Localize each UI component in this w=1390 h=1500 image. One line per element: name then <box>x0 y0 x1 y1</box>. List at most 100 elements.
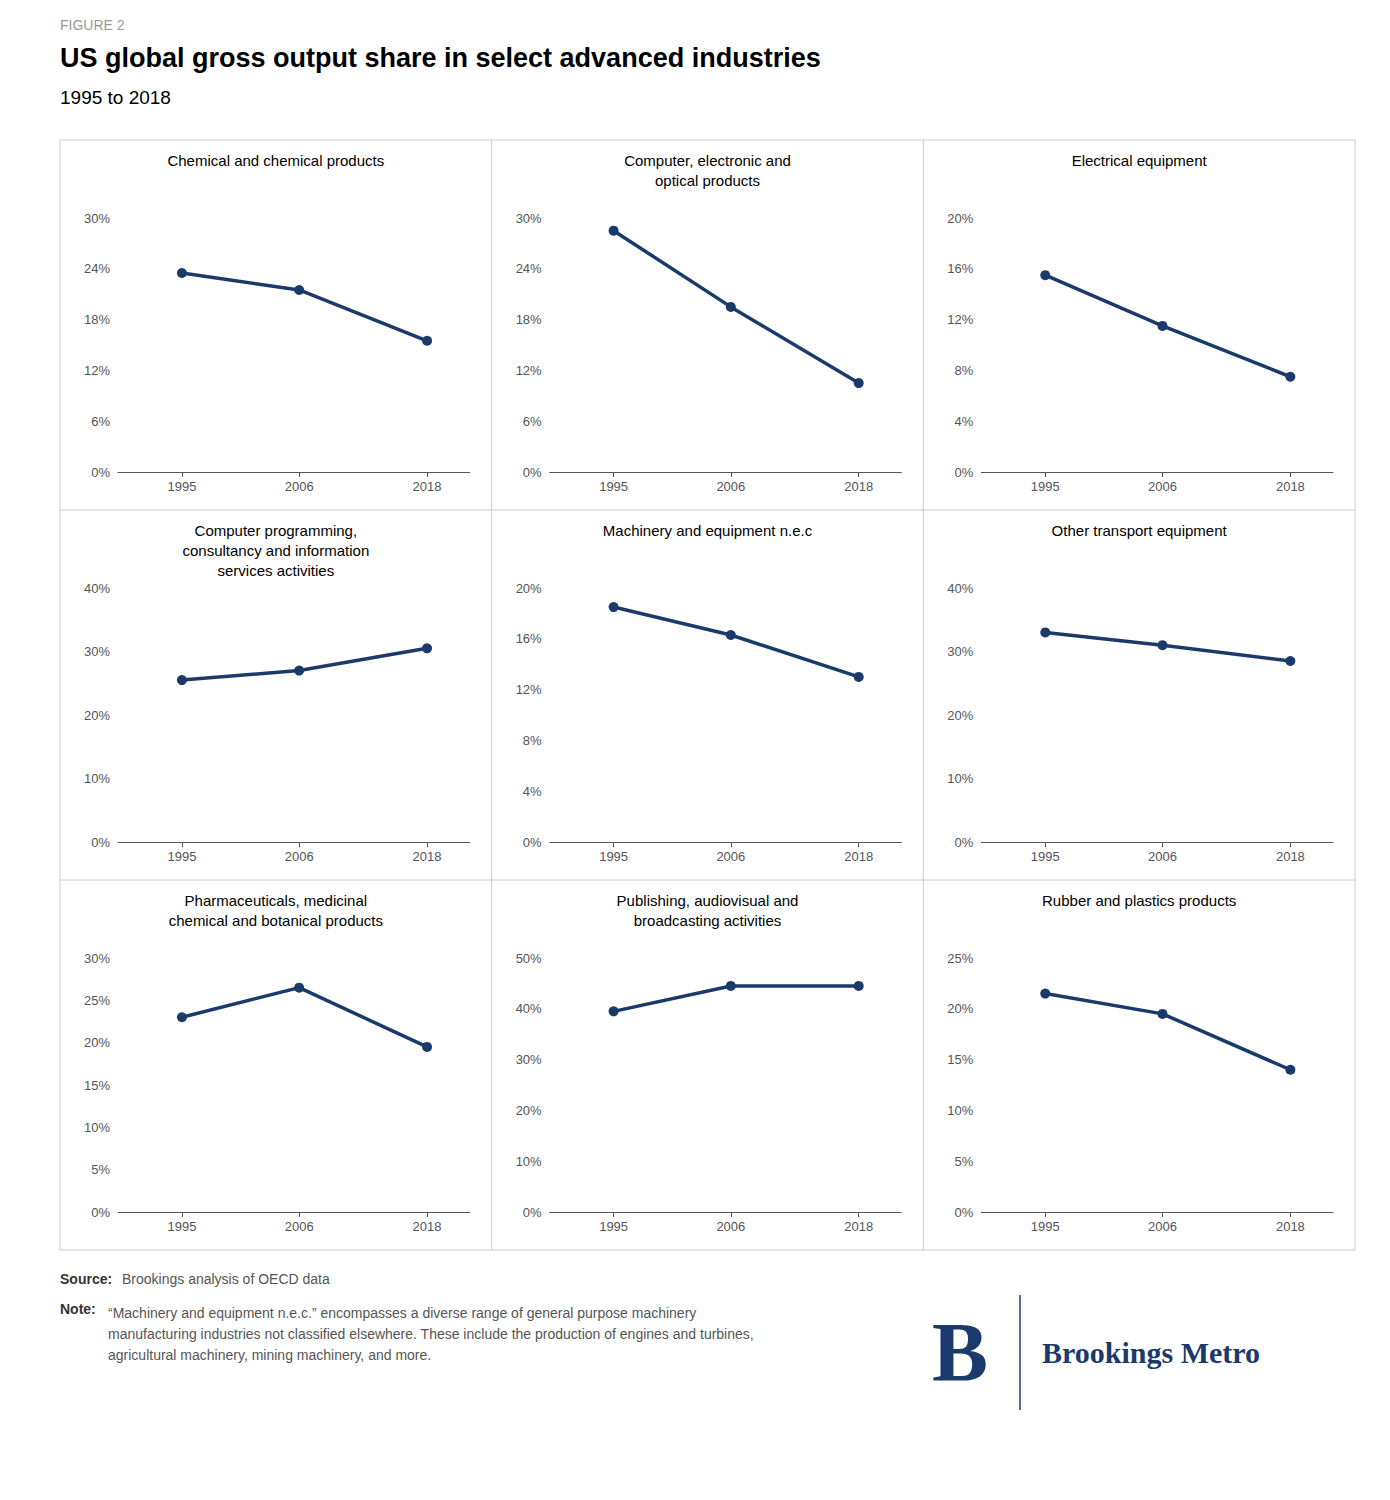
svg-text:2018: 2018 <box>413 479 442 494</box>
svg-text:B: B <box>932 1306 988 1399</box>
svg-text:10%: 10% <box>84 771 110 786</box>
svg-text:0%: 0% <box>91 835 110 850</box>
svg-text:1995: 1995 <box>599 479 628 494</box>
svg-text:1995: 1995 <box>1031 849 1060 864</box>
svg-text:0%: 0% <box>523 835 542 850</box>
svg-text:24%: 24% <box>84 261 110 276</box>
svg-text:20%: 20% <box>84 1035 110 1050</box>
svg-text:0%: 0% <box>955 465 974 480</box>
svg-text:40%: 40% <box>947 581 973 596</box>
svg-text:15%: 15% <box>84 1078 110 1093</box>
svg-text:consultancy and information: consultancy and information <box>182 542 369 559</box>
svg-text:18%: 18% <box>516 312 542 327</box>
svg-text:2006: 2006 <box>285 1219 314 1234</box>
svg-text:2006: 2006 <box>285 479 314 494</box>
svg-text:Brookings Metro: Brookings Metro <box>1042 1336 1260 1369</box>
svg-text:agricultural machinery, mining: agricultural machinery, mining machinery… <box>108 1347 431 1363</box>
svg-text:1995: 1995 <box>1031 1219 1060 1234</box>
svg-text:24%: 24% <box>516 261 542 276</box>
svg-text:40%: 40% <box>84 581 110 596</box>
svg-text:Chemical and chemical products: Chemical and chemical products <box>167 152 384 169</box>
svg-text:20%: 20% <box>84 708 110 723</box>
svg-text:2018: 2018 <box>1276 1219 1305 1234</box>
svg-text:Machinery and equipment n.e.c: Machinery and equipment n.e.c <box>603 522 813 539</box>
svg-text:5%: 5% <box>91 1162 110 1177</box>
svg-text:30%: 30% <box>516 1052 542 1067</box>
svg-text:10%: 10% <box>516 1154 542 1169</box>
svg-text:10%: 10% <box>947 1103 973 1118</box>
svg-text:40%: 40% <box>516 1001 542 1016</box>
svg-text:25%: 25% <box>84 993 110 1008</box>
svg-text:30%: 30% <box>947 644 973 659</box>
svg-text:6%: 6% <box>91 414 110 429</box>
svg-text:2006: 2006 <box>1148 479 1177 494</box>
svg-text:Source:: Source: <box>60 1271 112 1287</box>
svg-text:chemical and botanical product: chemical and botanical products <box>169 912 383 929</box>
svg-text:1995: 1995 <box>599 1219 628 1234</box>
svg-text:Publishing, audiovisual and: Publishing, audiovisual and <box>617 892 799 909</box>
svg-text:8%: 8% <box>523 733 542 748</box>
svg-text:8%: 8% <box>955 363 974 378</box>
svg-text:30%: 30% <box>84 211 110 226</box>
svg-text:20%: 20% <box>947 1001 973 1016</box>
svg-text:2018: 2018 <box>844 1219 873 1234</box>
svg-text:4%: 4% <box>955 414 974 429</box>
svg-text:0%: 0% <box>523 465 542 480</box>
svg-text:2006: 2006 <box>1148 849 1177 864</box>
svg-text:25%: 25% <box>947 951 973 966</box>
svg-text:2018: 2018 <box>1276 849 1305 864</box>
svg-text:Computer, electronic and: Computer, electronic and <box>624 152 791 169</box>
svg-text:2018: 2018 <box>844 479 873 494</box>
svg-text:US global gross output share i: US global gross output share in select a… <box>60 43 821 73</box>
svg-text:12%: 12% <box>516 363 542 378</box>
svg-text:16%: 16% <box>947 261 973 276</box>
svg-text:12%: 12% <box>516 682 542 697</box>
svg-text:2018: 2018 <box>413 849 442 864</box>
svg-text:1995 to 2018: 1995 to 2018 <box>60 87 171 108</box>
svg-text:5%: 5% <box>955 1154 974 1169</box>
svg-text:2006: 2006 <box>1148 1219 1177 1234</box>
svg-text:2006: 2006 <box>285 849 314 864</box>
svg-text:manufacturing industries not c: manufacturing industries not classified … <box>108 1326 758 1342</box>
svg-text:“Machinery and equipment n.e.c: “Machinery and equipment n.e.c.” encompa… <box>108 1305 700 1321</box>
svg-text:2018: 2018 <box>1276 479 1305 494</box>
svg-text:2006: 2006 <box>716 479 745 494</box>
svg-text:1995: 1995 <box>599 849 628 864</box>
svg-text:Electrical equipment: Electrical equipment <box>1072 152 1208 169</box>
svg-text:6%: 6% <box>523 414 542 429</box>
svg-text:10%: 10% <box>84 1120 110 1135</box>
svg-text:1995: 1995 <box>167 849 196 864</box>
svg-text:12%: 12% <box>947 312 973 327</box>
svg-text:16%: 16% <box>516 631 542 646</box>
svg-text:0%: 0% <box>955 835 974 850</box>
svg-text:FIGURE 2: FIGURE 2 <box>60 17 125 33</box>
svg-text:Note:: Note: <box>60 1301 96 1317</box>
svg-text:30%: 30% <box>84 951 110 966</box>
svg-text:20%: 20% <box>516 581 542 596</box>
svg-text:1995: 1995 <box>1031 479 1060 494</box>
svg-text:12%: 12% <box>84 363 110 378</box>
svg-text:20%: 20% <box>947 708 973 723</box>
svg-text:Computer programming,: Computer programming, <box>195 522 358 539</box>
svg-text:2018: 2018 <box>844 849 873 864</box>
svg-text:Pharmaceuticals, medicinal: Pharmaceuticals, medicinal <box>185 892 368 909</box>
svg-text:18%: 18% <box>84 312 110 327</box>
svg-text:optical products: optical products <box>655 172 760 189</box>
svg-text:services activities: services activities <box>217 562 334 579</box>
svg-text:4%: 4% <box>523 784 542 799</box>
svg-text:2006: 2006 <box>716 1219 745 1234</box>
svg-text:10%: 10% <box>947 771 973 786</box>
svg-text:Other transport equipment: Other transport equipment <box>1052 522 1228 539</box>
svg-text:15%: 15% <box>947 1052 973 1067</box>
svg-text:50%: 50% <box>516 951 542 966</box>
svg-text:1995: 1995 <box>167 1219 196 1234</box>
svg-text:2006: 2006 <box>716 849 745 864</box>
svg-text:0%: 0% <box>523 1205 542 1220</box>
svg-text:2018: 2018 <box>413 1219 442 1234</box>
svg-text:20%: 20% <box>947 211 973 226</box>
svg-text:1995: 1995 <box>167 479 196 494</box>
svg-text:Brookings analysis of OECD dat: Brookings analysis of OECD data <box>122 1271 330 1287</box>
svg-text:30%: 30% <box>84 644 110 659</box>
svg-text:0%: 0% <box>91 1205 110 1220</box>
svg-text:0%: 0% <box>955 1205 974 1220</box>
